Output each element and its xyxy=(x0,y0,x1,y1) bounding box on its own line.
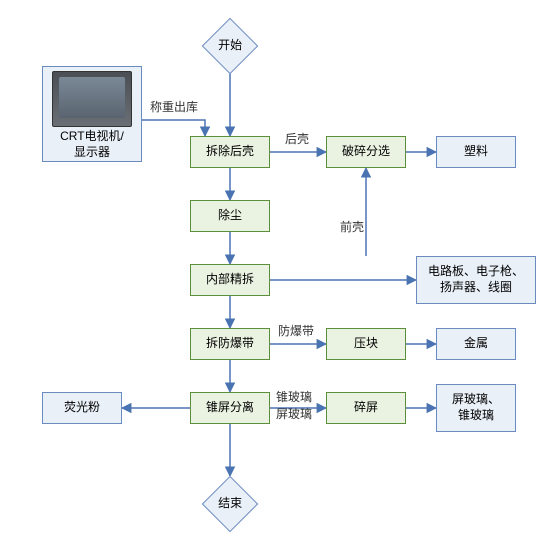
edge-label-back_shell: 后壳 xyxy=(285,130,309,147)
node-cone_sep: 锥屏分离 xyxy=(190,392,270,424)
node-anti_exp: 拆防爆带 xyxy=(190,328,270,360)
node-end: 结束 xyxy=(202,476,259,533)
node-label-start: 开始 xyxy=(218,38,242,54)
node-remove_back: 拆除后壳 xyxy=(190,136,270,168)
flowchart-canvas: 开始结束 CRT电视机/ 显示器 拆除后壳除尘内部精拆拆防爆带锥屏分离 破碎分选压块碎… xyxy=(0,0,554,534)
node-break_screen: 碎屏 xyxy=(326,392,406,424)
edge-label-cone_glass: 锥玻璃 屏玻璃 xyxy=(276,388,312,422)
edge-crt_box-remove_back xyxy=(142,120,205,136)
node-dust: 除尘 xyxy=(190,200,270,232)
node-block: 压块 xyxy=(326,328,406,360)
node-crush_sort: 破碎分选 xyxy=(326,136,406,168)
edge-label-front_shell: 前壳 xyxy=(340,218,364,235)
node-phosphor: 荧光粉 xyxy=(42,392,122,424)
edge-label-band: 防爆带 xyxy=(278,322,314,339)
node-plastic: 塑料 xyxy=(436,136,516,168)
node-metal: 金属 xyxy=(436,328,516,360)
node-label-crt_box: CRT电视机/ 显示器 xyxy=(43,129,141,160)
edge-label-weigh_out: 称重出库 xyxy=(150,98,198,115)
node-start: 开始 xyxy=(202,18,259,75)
node-crt_box: CRT电视机/ 显示器 xyxy=(42,66,142,162)
node-glass: 屏玻璃、 锥玻璃 xyxy=(436,384,516,432)
node-boards: 电路板、电子枪、 扬声器、线圈 xyxy=(416,256,536,304)
node-internal: 内部精拆 xyxy=(190,264,270,296)
crt-tv-icon xyxy=(52,71,132,127)
node-label-end: 结束 xyxy=(218,496,242,512)
